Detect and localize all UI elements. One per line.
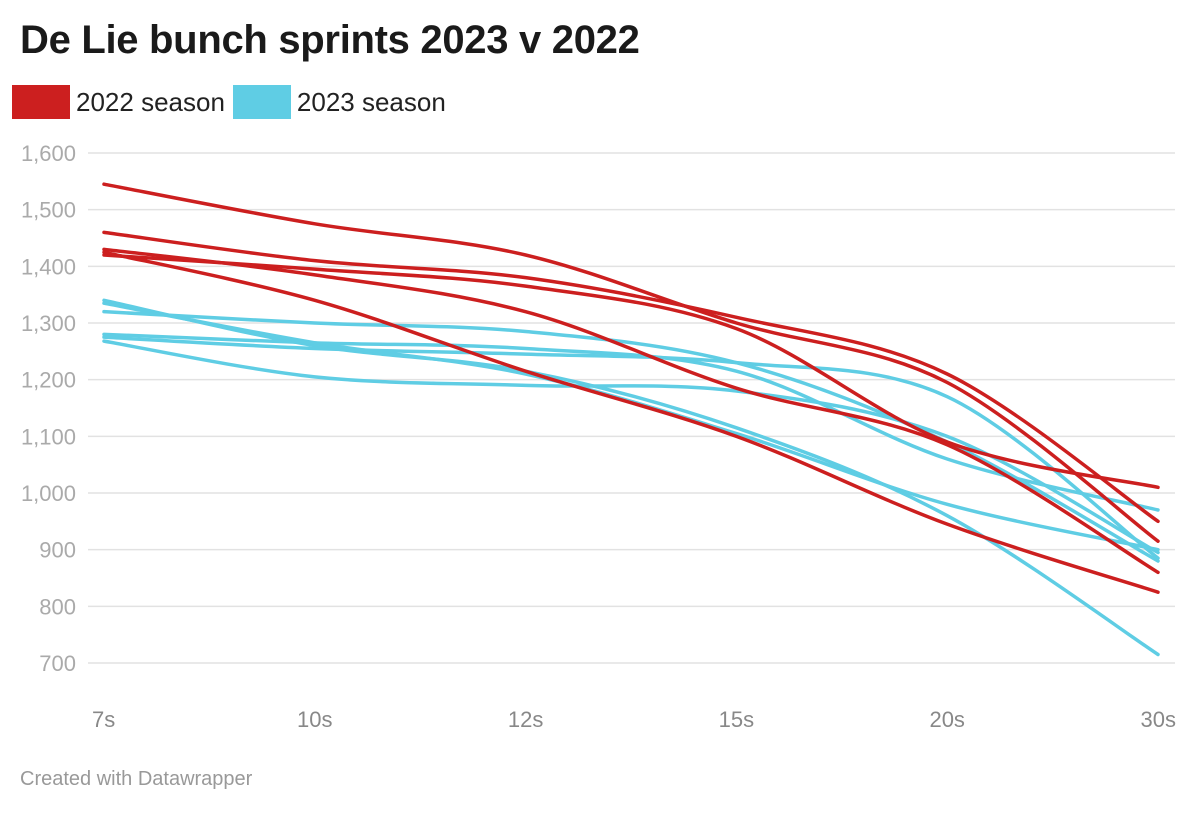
series-lines [102,182,1160,657]
gridlines [88,152,1175,664]
legend: 2022 season 2023 season [12,85,454,119]
y-tick-label: 1,000 [21,481,76,506]
series-line-2023-4 [102,332,1160,512]
x-tick-label: 10s [297,707,332,732]
x-tick-label: 7s [92,707,115,732]
series-line-2023-3 [102,309,1160,563]
legend-item-2022: 2022 season [12,85,225,119]
y-tick-label: 700 [39,651,76,676]
y-tick-label: 900 [39,538,76,563]
y-tick-label: 800 [39,594,76,619]
x-axis-ticks: 7s 10s 12s 15s 20s 30s [92,707,1176,732]
legend-item-2023: 2023 season [232,85,446,119]
legend-swatch-2022 [12,85,70,119]
series-line-2023-6 [102,339,1160,555]
y-tick-label: 1,300 [21,311,76,336]
series-line-2023-5 [102,335,1160,560]
y-tick-label: 1,200 [21,368,76,393]
x-tick-label: 12s [508,707,543,732]
y-tick-label: 1,600 [21,141,76,166]
series-line-2022-10 [102,247,1160,575]
series-line-2022-11 [102,250,1160,594]
legend-label-2022: 2022 season [76,86,225,117]
series-line-2022-7 [102,182,1160,543]
legend-swatch-2023 [232,85,291,119]
x-tick-label: 20s [929,707,964,732]
y-tick-label: 1,500 [21,198,76,223]
y-axis-ticks: 1,600 1,500 1,400 1,300 1,200 1,100 1,000 900 80… [21,141,76,676]
chart-title: De Lie bunch sprints 2023 v 2022 [20,18,640,62]
series-line-2022-9 [102,253,1160,490]
series-line-2022-8 [102,230,1160,524]
y-tick-label: 1,400 [21,254,76,279]
footer-credit: Created with Datawrapper [20,768,253,790]
x-tick-label: 15s [719,707,754,732]
y-tick-label: 1,100 [21,424,76,449]
x-tick-label: 30s [1141,707,1176,732]
legend-label-2023: 2023 season [296,86,446,117]
